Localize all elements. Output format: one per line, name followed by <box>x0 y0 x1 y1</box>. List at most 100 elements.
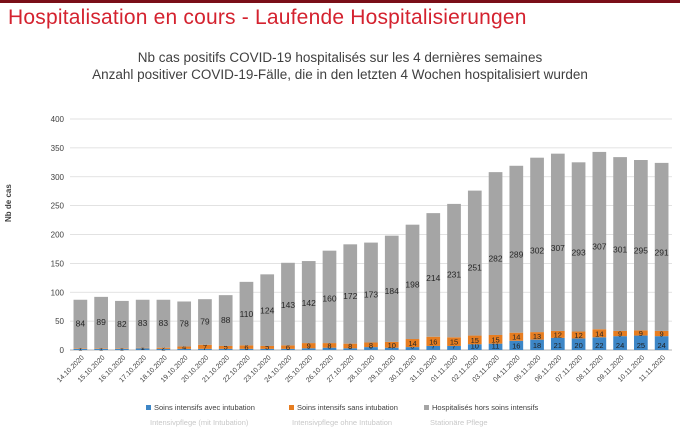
bar-segment <box>343 343 358 349</box>
bar-segment <box>239 348 254 350</box>
data-label: 84 <box>76 318 86 328</box>
bar-segment <box>260 348 275 350</box>
data-label: 295 <box>634 246 648 256</box>
bar-segment <box>218 348 233 350</box>
bar-segment <box>364 342 378 348</box>
bar-segment <box>260 345 275 349</box>
bar-segment <box>592 151 607 330</box>
data-label: 24 <box>616 341 624 350</box>
data-label: 18 <box>533 341 541 350</box>
bar-segment <box>426 336 441 346</box>
data-label: 110 <box>240 309 254 319</box>
bar-segment <box>218 295 233 346</box>
bar-segment <box>322 250 337 344</box>
data-label: 12 <box>554 330 562 339</box>
data-label: 89 <box>96 317 106 327</box>
faded-legend-row: Intensivpflege (mit Intubation) Intensiv… <box>0 418 680 429</box>
faded-label-1: Intensivpflege (mit Intubation) <box>150 418 249 427</box>
bar-segment <box>301 348 316 350</box>
bar-segment <box>198 344 212 349</box>
bar-segment <box>384 341 399 348</box>
y-tick-label: 350 <box>51 144 65 153</box>
bar-segment <box>94 296 108 349</box>
data-label: 20 <box>574 341 582 350</box>
data-label: 15 <box>491 335 499 344</box>
legend-label-intubation: Soins intensifs avec intubation <box>154 403 255 412</box>
y-tick-label: 50 <box>55 317 64 326</box>
faded-label-2: Intensivpflege ohne Intubation <box>292 418 393 427</box>
legend-swatch-intubation <box>146 405 151 410</box>
data-label: 289 <box>509 250 523 260</box>
bar-segment <box>301 343 316 349</box>
data-label: 307 <box>551 243 565 253</box>
y-tick-label: 400 <box>51 115 65 124</box>
data-label: 301 <box>613 245 627 255</box>
data-label: 198 <box>405 280 419 290</box>
bar-segment <box>467 335 482 345</box>
bar-segment <box>550 153 565 331</box>
bar-segment <box>364 242 378 343</box>
data-label: 25 <box>637 341 645 350</box>
legend-label-hors-soins: Hospitalisés hors soins intensifs <box>432 403 539 412</box>
bar-segment <box>115 300 129 349</box>
legend-swatch-hors-soins <box>424 405 429 410</box>
bar-segment <box>135 347 150 349</box>
data-label: 302 <box>530 246 544 256</box>
bar-segment <box>405 347 420 350</box>
y-tick-label: 150 <box>51 259 65 268</box>
data-label: 11 <box>492 342 500 351</box>
legend-swatch-sans-intubation <box>289 405 294 410</box>
bar-segment <box>177 348 192 350</box>
bar-segment <box>634 335 648 350</box>
bar-segment <box>343 244 358 344</box>
y-tick-label: 200 <box>51 231 65 240</box>
bar-segment <box>488 334 503 344</box>
data-label: 16 <box>429 337 437 346</box>
data-label: 6 <box>244 343 248 352</box>
bar-segment <box>488 172 503 335</box>
bar-segment <box>384 347 399 350</box>
bar-segment <box>156 347 171 349</box>
bar-segment <box>530 157 544 333</box>
bar-segment <box>281 348 295 350</box>
slide-title: Hospitalisation en cours - Laufende Hosp… <box>8 6 527 29</box>
bar-segment <box>613 336 627 350</box>
data-label: 14 <box>408 339 416 348</box>
bar-segment <box>281 345 295 349</box>
data-label: 143 <box>281 300 295 310</box>
bar-segment <box>447 345 461 350</box>
bar-segment <box>364 347 378 350</box>
bar-segment <box>156 348 171 350</box>
data-label: 8 <box>369 341 373 350</box>
bar-segment <box>592 337 607 350</box>
bar-segment <box>73 348 88 349</box>
y-tick-label: 250 <box>51 202 65 211</box>
chart-title: Nb cas positifs COVID-19 hospitalisés su… <box>137 50 543 65</box>
bar-segment <box>73 348 88 350</box>
bar-segment <box>447 203 461 338</box>
data-label: 184 <box>385 286 399 296</box>
bar-segment <box>322 343 337 348</box>
data-label: 14 <box>595 329 603 338</box>
bar-segment <box>198 299 212 345</box>
bar-segment <box>509 340 524 350</box>
bar-segment <box>198 348 212 350</box>
bar-segment <box>239 281 254 346</box>
data-label: 21 <box>554 341 562 350</box>
bar-segment <box>177 346 192 349</box>
data-label: 7 <box>203 343 207 352</box>
data-label: 10 <box>471 342 479 351</box>
bar-segment <box>135 299 150 348</box>
bar-segment <box>447 337 461 346</box>
bar-segment <box>405 339 420 348</box>
data-label: 214 <box>426 273 440 283</box>
data-label: 7 <box>452 342 456 351</box>
bar-segment <box>281 262 295 346</box>
chart-subtitle: Anzahl positiver COVID-19-Fälle, die in … <box>92 67 588 82</box>
data-label: 82 <box>117 319 127 329</box>
data-label: 5 <box>265 342 269 351</box>
y-tick-label: 0 <box>60 346 65 355</box>
bar-segment <box>322 347 337 350</box>
data-label: 88 <box>221 315 231 325</box>
legend-item-hors-soins: Hospitalisés hors soins intensifs <box>424 403 538 412</box>
